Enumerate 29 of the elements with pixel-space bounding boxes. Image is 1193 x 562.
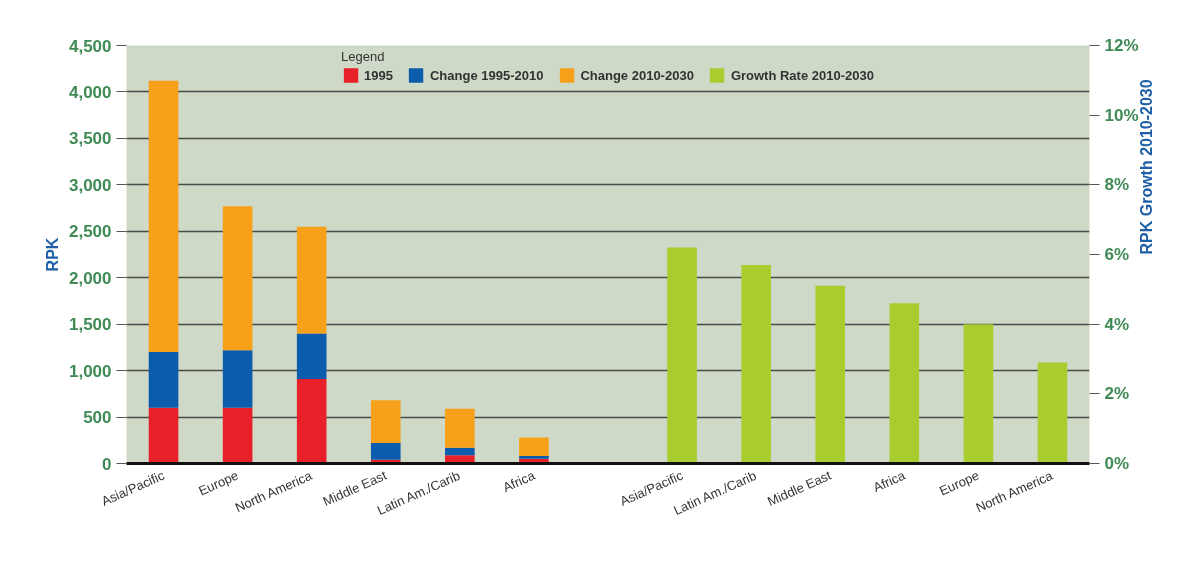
y-tick-label: 3,500 — [68, 129, 112, 149]
legend-label: Change 1995-2010 — [429, 67, 544, 83]
y-tick-label: 4,000 — [68, 82, 112, 102]
y-tick-label: 1,000 — [68, 361, 112, 381]
y2-tick-label: 0% — [1104, 454, 1130, 473]
x-tick-label: Europe — [937, 467, 982, 499]
legend-label: Growth Rate 2010-2030 — [730, 67, 874, 83]
y-tick-label: 4,500 — [68, 36, 112, 56]
y-tick-label: 1,500 — [68, 315, 112, 335]
legend-label: Change 2010-2030 — [580, 67, 694, 83]
y2-tick-label: 6% — [1104, 245, 1130, 264]
y2-tick-label: 4% — [1104, 314, 1130, 334]
x-tick-label: Africa — [500, 467, 538, 495]
y2-tick-label: 8% — [1104, 175, 1130, 195]
x-tick-label: Middle East — [765, 467, 834, 510]
y2-tick-label: 2% — [1104, 384, 1130, 404]
y-tick-label: 0 — [102, 454, 112, 474]
y-tick-label: 2,500 — [68, 222, 112, 242]
y2-tick-label: 10% — [1104, 105, 1139, 125]
x-tick-label: Africa — [870, 467, 909, 495]
y-tick-label: 3,000 — [68, 175, 112, 195]
y-tick-label: 500 — [83, 408, 112, 428]
y-tick-label: 2,000 — [68, 268, 112, 288]
x-tick-label: Europe — [196, 467, 241, 499]
y2-tick-label: 12% — [1104, 36, 1139, 55]
y-axis-title: RPK — [43, 237, 61, 272]
y2-axis-title: RPK Growth 2010-2030 — [1138, 79, 1156, 255]
legend-label: 1995 — [364, 67, 393, 83]
legend-title: Legend — [341, 49, 386, 64]
